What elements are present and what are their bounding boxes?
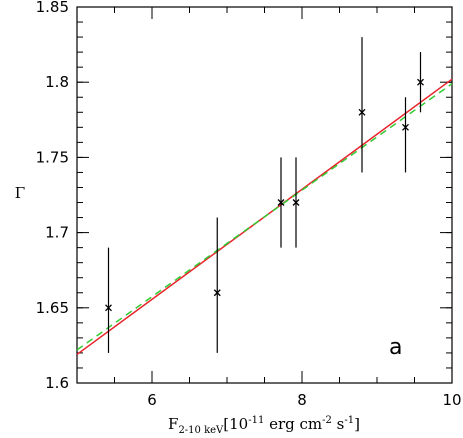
x-tick-label: 6 (147, 391, 157, 409)
x-label-bracket-close: ] (354, 415, 360, 433)
point-marker (105, 304, 112, 312)
plot-frame (76, 6, 453, 384)
data-points (105, 37, 424, 353)
y-tick-label: 1.7 (45, 224, 69, 242)
data-point (417, 52, 424, 113)
data-point (105, 247, 112, 353)
axis-ticks (76, 6, 453, 384)
x-label-subscript: 2-10 keV (178, 425, 224, 436)
x-label-exp2: -2 (322, 415, 332, 426)
x-tick-label: 10 (442, 391, 461, 409)
y-tick-label: 1.75 (36, 148, 69, 166)
y-tick-label: 1.85 (36, 0, 69, 16)
x-axis-label: F2-10 keV[10-11 erg cm-2 s-1] (168, 415, 360, 436)
x-label-exp3: -1 (344, 415, 354, 426)
x-tick-label: 8 (297, 391, 307, 409)
panel-label: a (389, 335, 402, 360)
data-point (292, 157, 300, 248)
y-tick-labels: 1.6 1.65 1.7 1.75 1.8 1.85 (36, 0, 69, 392)
data-point (402, 97, 409, 173)
x-label-units1: erg cm (264, 415, 322, 433)
x-label-symbol: F (168, 415, 178, 433)
x-label-exp1: -11 (248, 415, 264, 426)
point-marker (417, 78, 424, 86)
point-marker (292, 199, 300, 206)
data-point (213, 217, 221, 353)
x-label-units2: s (332, 415, 344, 433)
point-marker (402, 123, 409, 131)
data-point (277, 157, 285, 248)
point-marker (358, 108, 366, 116)
x-label-bracket-open: [10 (223, 415, 248, 433)
y-tick-label: 1.6 (45, 374, 69, 392)
y-tick-label: 1.65 (36, 299, 69, 317)
y-tick-label: 1.8 (45, 73, 69, 91)
dashed-fit-line (76, 83, 453, 351)
point-marker (277, 199, 285, 206)
point-marker (213, 289, 221, 297)
data-point (358, 37, 366, 173)
fit-lines (76, 78, 453, 356)
y-axis-label: Γ (15, 184, 25, 202)
x-tick-labels: 6 8 10 (147, 391, 461, 409)
